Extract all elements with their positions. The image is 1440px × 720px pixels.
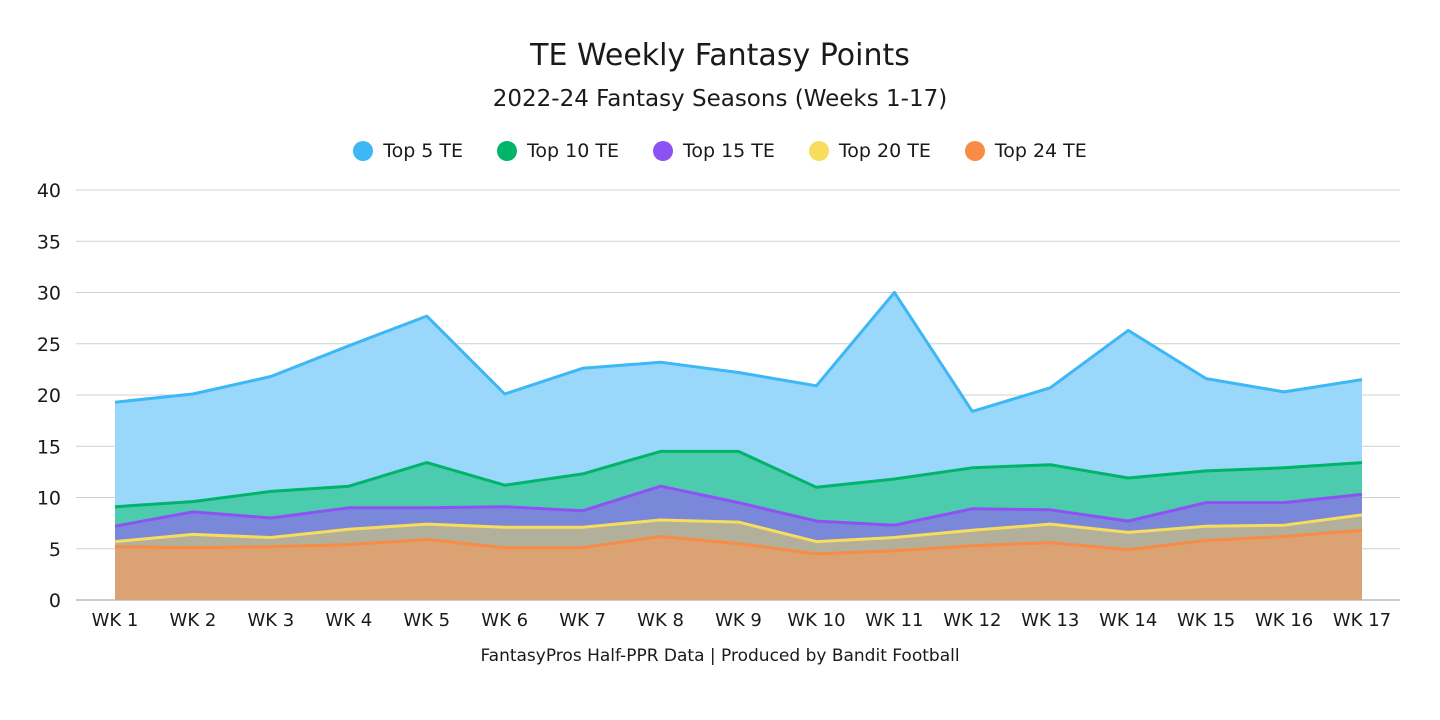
y-tick-label: 40 [37,180,61,202]
legend-label-top-15: Top 15 TE [682,140,775,162]
line-top-15-te [114,484,1363,528]
legend-swatch-top-15 [652,141,673,161]
x-tick-label: WK 15 [1177,610,1235,631]
x-tick-label: WK 4 [325,610,372,631]
x-tick-label: WK 8 [637,610,684,631]
legend-item-top-15: Top 15 TE [652,140,775,162]
x-tick-label: WK 17 [1333,610,1391,631]
y-tick-label: 0 [49,590,61,612]
y-tick-label: 25 [37,334,61,356]
x-tick-label: WK 2 [170,610,217,631]
axis-layer: 0 5 10 15 20 25 30 35 40 WK 1 WK 2 WK 3 WK 4 WK 5 WK 6… [37,180,1391,631]
line-top-24-te [114,528,1363,556]
x-tick-label: WK 5 [403,610,450,631]
legend-item-top-20: Top 20 TE [808,140,931,162]
x-tick-label: WK 6 [481,610,528,631]
legend-item-top-5: Top 5 TE [353,140,463,162]
x-tick-label: WK 7 [559,610,606,631]
legend-swatch-top-24 [964,141,985,161]
legend-item-top-10: Top 10 TE [497,140,619,162]
legend-swatch-top-5 [353,141,374,161]
y-tick-label: 30 [37,283,61,305]
y-tick-label: 5 [49,539,61,561]
legend: Top 5 TE Top 10 TE Top 15 TE Top 20 TE T… [0,140,1440,162]
x-tick-label: WK 14 [1099,610,1157,631]
line-top-20-te [114,513,1363,544]
line-top-10-te [114,449,1363,509]
line-top-5-te [114,291,1363,413]
legend-label-top-24: Top 24 TE [994,140,1087,162]
x-tick-label: WK 1 [92,610,139,631]
chart-title: TE Weekly Fantasy Points [530,38,910,73]
chart-footer: FantasyPros Half-PPR Data | Produced by … [480,646,960,666]
chart-subtitle: 2022-24 Fantasy Seasons (Weeks 1-17) [492,86,948,112]
x-tick-label: WK 16 [1255,610,1313,631]
x-tick-label: WK 9 [715,610,762,631]
x-tick-label: WK 13 [1021,610,1079,631]
y-tick-label: 35 [37,231,61,253]
legend-swatch-top-10 [497,141,518,161]
x-tick-label: WK 11 [865,610,923,631]
y-tick-label: 10 [37,488,61,510]
y-tick-label: 15 [37,436,61,458]
x-tick-label: WK 10 [787,610,845,631]
x-tick-label: WK 3 [247,610,294,631]
legend-label-top-20: Top 20 TE [838,140,931,162]
area-top-24-te [115,530,1362,600]
x-tick-label: WK 12 [943,610,1001,631]
line-layer [114,291,1363,556]
legend-label-top-5: Top 5 TE [383,140,464,162]
legend-label-top-10: Top 10 TE [527,140,619,162]
legend-item-top-24: Top 24 TE [964,140,1087,162]
y-tick-label: 20 [37,385,61,407]
legend-swatch-top-20 [808,141,829,161]
area-layer [115,292,1362,600]
